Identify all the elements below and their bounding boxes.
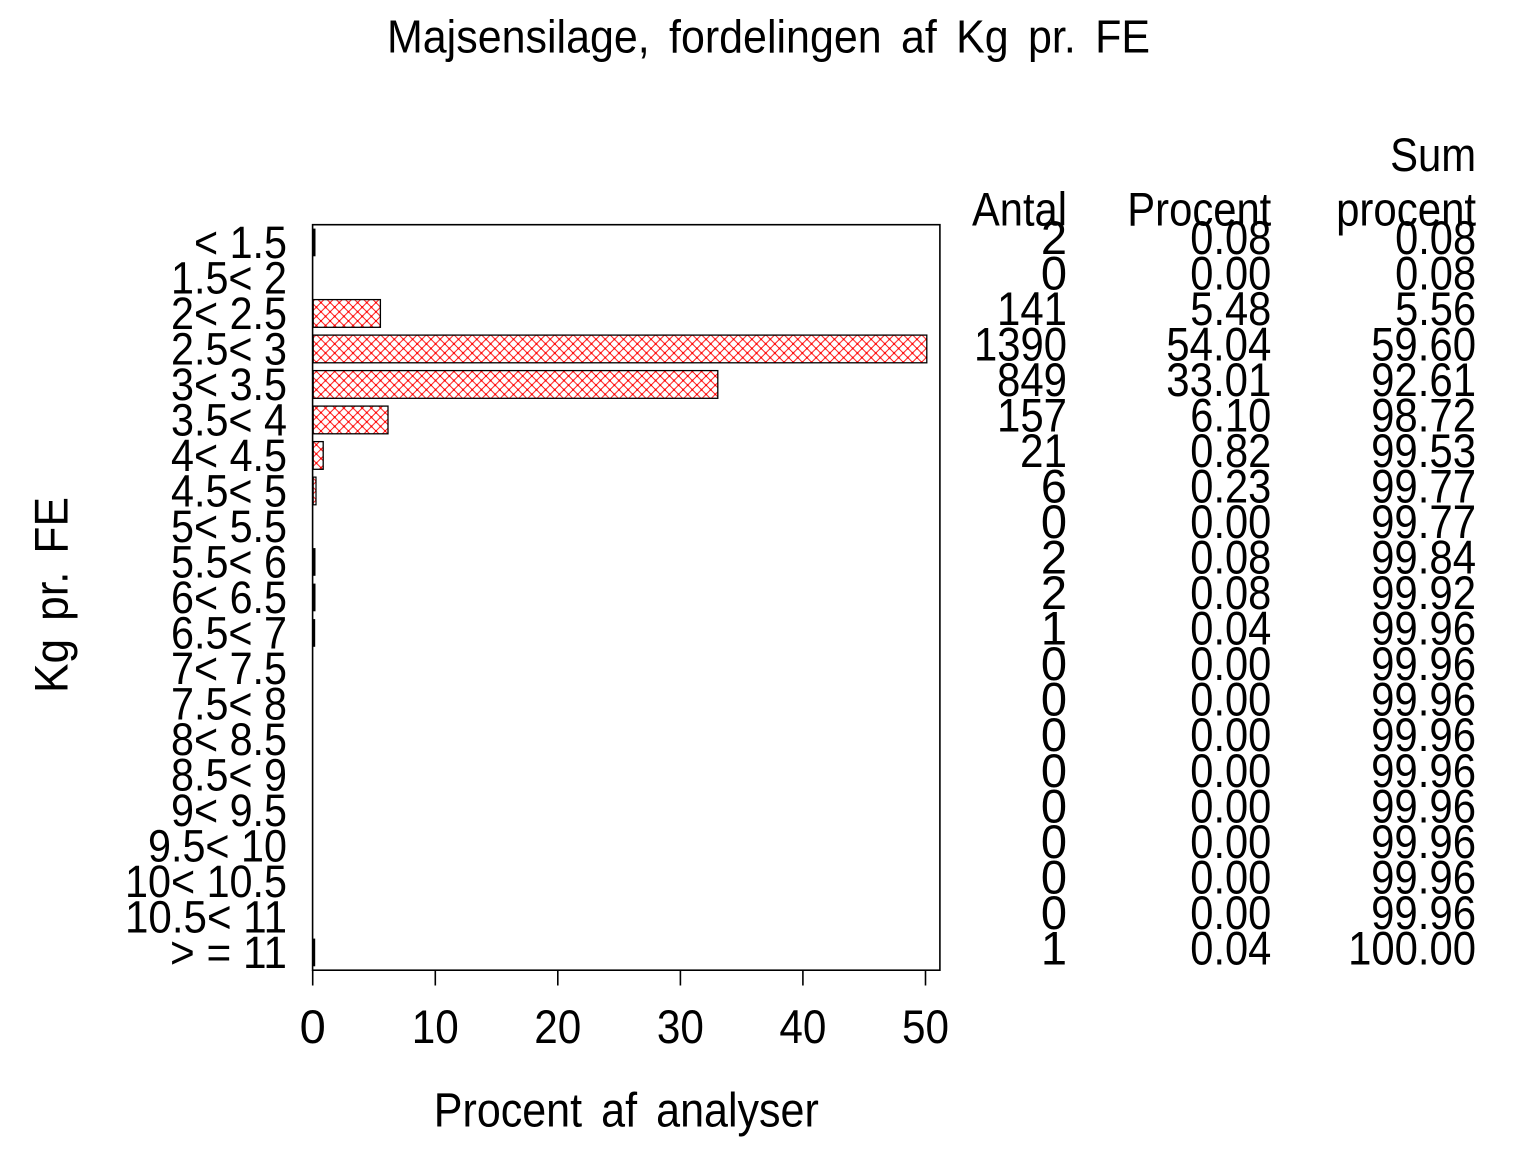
svg-text:5.56: 5.56 — [1395, 282, 1476, 335]
svg-text:33.01: 33.01 — [1166, 353, 1271, 406]
svg-text:99.96: 99.96 — [1371, 850, 1476, 903]
svg-text:2: 2 — [1041, 211, 1067, 264]
svg-text:0.00: 0.00 — [1190, 779, 1271, 832]
svg-text:0.00: 0.00 — [1190, 850, 1271, 903]
svg-text:157: 157 — [997, 389, 1067, 442]
svg-text:99.96: 99.96 — [1371, 637, 1476, 690]
svg-text:0.00: 0.00 — [1190, 886, 1271, 939]
svg-text:0.08: 0.08 — [1395, 211, 1476, 264]
svg-text:99.96: 99.96 — [1371, 602, 1476, 655]
svg-text:Antal: Antal — [972, 183, 1067, 236]
svg-text:2: 2 — [1041, 531, 1067, 584]
svg-text:99.84: 99.84 — [1371, 531, 1476, 584]
svg-text:99.92: 99.92 — [1371, 566, 1476, 619]
svg-text:10: 10 — [412, 1000, 459, 1053]
svg-text:99.53: 99.53 — [1371, 424, 1476, 477]
svg-text:99.96: 99.96 — [1371, 886, 1476, 939]
svg-text:3< 3.5: 3< 3.5 — [171, 359, 287, 410]
svg-text:1: 1 — [1041, 602, 1067, 655]
svg-text:10.5< 11: 10.5< 11 — [125, 892, 287, 943]
svg-text:141: 141 — [997, 282, 1067, 335]
svg-text:5.5< 6: 5.5< 6 — [171, 537, 287, 588]
svg-text:4.5< 5: 4.5< 5 — [171, 465, 287, 516]
svg-text:0.00: 0.00 — [1190, 744, 1271, 797]
svg-text:0: 0 — [300, 1000, 326, 1053]
svg-text:0.00: 0.00 — [1190, 495, 1271, 548]
svg-text:0: 0 — [1041, 246, 1067, 299]
svg-text:0.00: 0.00 — [1190, 815, 1271, 868]
svg-text:8.5< 9: 8.5< 9 — [171, 750, 287, 801]
svg-text:0: 0 — [1041, 637, 1067, 690]
svg-text:0.00: 0.00 — [1190, 246, 1271, 299]
svg-text:50: 50 — [902, 1000, 949, 1053]
svg-text:99.96: 99.96 — [1371, 744, 1476, 797]
svg-text:30: 30 — [657, 1000, 704, 1053]
svg-text:2< 2.5: 2< 2.5 — [171, 288, 287, 339]
svg-text:0.00: 0.00 — [1190, 637, 1271, 690]
svg-text:1390: 1390 — [974, 317, 1067, 370]
svg-text:procent: procent — [1336, 183, 1476, 236]
svg-text:7.5< 8: 7.5< 8 — [171, 679, 287, 730]
svg-text:99.77: 99.77 — [1371, 495, 1476, 548]
svg-text:0.00: 0.00 — [1190, 673, 1271, 726]
svg-text:< 1.5: < 1.5 — [194, 217, 287, 268]
svg-text:0: 0 — [1041, 850, 1067, 903]
svg-text:Majsensilage, fordelingen af K: Majsensilage, fordelingen af Kg pr. FE — [387, 10, 1150, 62]
svg-text:2.5< 3: 2.5< 3 — [171, 323, 287, 374]
svg-text:0.08: 0.08 — [1190, 566, 1271, 619]
svg-text:99.96: 99.96 — [1371, 815, 1476, 868]
svg-text:5.48: 5.48 — [1190, 282, 1271, 335]
svg-text:21: 21 — [1020, 424, 1067, 477]
svg-text:4< 4.5: 4< 4.5 — [171, 430, 287, 481]
svg-text:0: 0 — [1041, 673, 1067, 726]
svg-text:Procent af analyser: Procent af analyser — [434, 1085, 819, 1138]
svg-text:6< 6.5: 6< 6.5 — [171, 572, 287, 623]
svg-text:5< 5.5: 5< 5.5 — [171, 501, 287, 552]
svg-text:99.96: 99.96 — [1371, 673, 1476, 726]
svg-text:849: 849 — [997, 353, 1067, 406]
svg-text:Kg pr. FE: Kg pr. FE — [24, 497, 77, 693]
svg-text:99.77: 99.77 — [1371, 460, 1476, 513]
svg-text:Sum: Sum — [1390, 128, 1476, 181]
svg-text:6.10: 6.10 — [1190, 389, 1271, 442]
svg-text:2: 2 — [1041, 566, 1067, 619]
svg-text:0.23: 0.23 — [1190, 460, 1271, 513]
svg-text:0: 0 — [1041, 779, 1067, 832]
svg-text:7< 7.5: 7< 7.5 — [171, 643, 287, 694]
svg-text:0.82: 0.82 — [1190, 424, 1271, 477]
svg-text:20: 20 — [534, 1000, 581, 1053]
svg-text:0.08: 0.08 — [1190, 211, 1271, 264]
svg-text:1.5< 2: 1.5< 2 — [171, 252, 287, 303]
svg-text:0.00: 0.00 — [1190, 708, 1271, 761]
svg-text:0.04: 0.04 — [1190, 602, 1271, 655]
svg-text:Procent: Procent — [1127, 183, 1271, 236]
svg-text:9.5< 10: 9.5< 10 — [148, 821, 287, 872]
svg-text:0: 0 — [1041, 815, 1067, 868]
svg-text:3.5< 4: 3.5< 4 — [171, 394, 287, 445]
svg-text:100.00: 100.00 — [1348, 921, 1476, 974]
svg-text:10< 10.5: 10< 10.5 — [125, 856, 287, 907]
svg-text:98.72: 98.72 — [1371, 389, 1476, 442]
svg-text:1: 1 — [1041, 921, 1067, 974]
svg-text:0: 0 — [1041, 886, 1067, 939]
svg-text:0: 0 — [1041, 744, 1067, 797]
svg-text:6: 6 — [1041, 460, 1067, 513]
svg-text:0.08: 0.08 — [1395, 246, 1476, 299]
svg-text:59.60: 59.60 — [1371, 317, 1476, 370]
svg-text:99.96: 99.96 — [1371, 779, 1476, 832]
svg-text:8< 8.5: 8< 8.5 — [171, 714, 287, 765]
svg-text:0.08: 0.08 — [1190, 531, 1271, 584]
svg-text:9< 9.5: 9< 9.5 — [171, 785, 287, 836]
svg-text:54.04: 54.04 — [1166, 317, 1271, 370]
svg-text:0.04: 0.04 — [1190, 921, 1271, 974]
svg-text:40: 40 — [779, 1000, 826, 1053]
svg-text:0: 0 — [1041, 708, 1067, 761]
svg-text:6.5< 7: 6.5< 7 — [171, 608, 287, 659]
svg-text:99.96: 99.96 — [1371, 708, 1476, 761]
svg-text:92.61: 92.61 — [1371, 353, 1476, 406]
svg-text:0: 0 — [1041, 495, 1067, 548]
svg-text:> = 11: > = 11 — [170, 927, 287, 978]
